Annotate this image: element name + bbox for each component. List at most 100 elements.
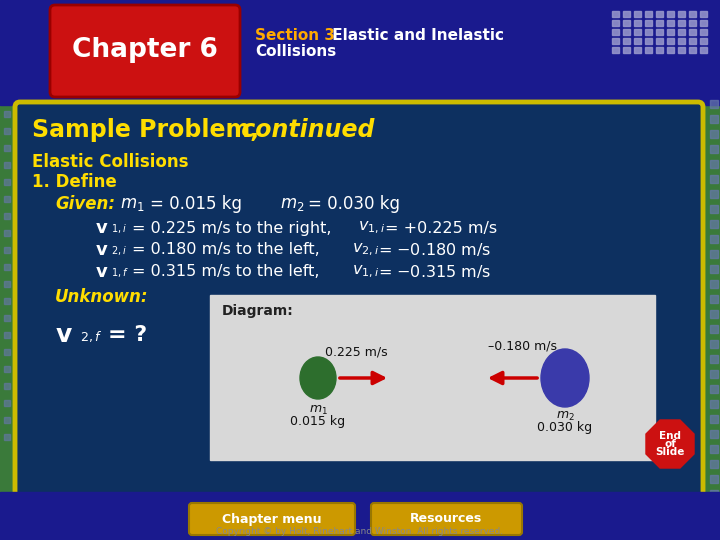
Text: Elastic and Inelastic: Elastic and Inelastic	[327, 28, 504, 43]
Text: = $-$0.315 m/s: = $-$0.315 m/s	[378, 264, 491, 280]
Bar	[645, 29, 652, 35]
Bar	[710, 115, 718, 123]
Bar	[4, 179, 10, 185]
Polygon shape	[646, 420, 694, 468]
Bar	[667, 47, 674, 53]
Text: = $-$0.180 m/s: = $-$0.180 m/s	[378, 241, 491, 259]
Bar	[700, 38, 707, 44]
Text: $m_1$: $m_1$	[120, 195, 145, 213]
Bar	[645, 11, 652, 17]
Bar	[710, 490, 718, 498]
Bar	[634, 47, 641, 53]
Bar	[645, 38, 652, 44]
Bar	[623, 47, 630, 53]
Bar	[700, 11, 707, 17]
Bar	[210, 295, 655, 460]
Bar	[4, 434, 10, 440]
Bar	[710, 250, 718, 258]
Text: Unknown:: Unknown:	[55, 288, 148, 306]
FancyBboxPatch shape	[189, 503, 355, 535]
Bar	[4, 400, 10, 406]
Bar	[4, 383, 10, 389]
Bar	[710, 385, 718, 393]
Text: Elastic Collisions: Elastic Collisions	[32, 153, 189, 171]
Text: Given:: Given:	[55, 195, 115, 213]
Text: = 0.225 m/s to the right,: = 0.225 m/s to the right,	[132, 220, 331, 235]
Bar	[4, 315, 10, 321]
Bar	[710, 205, 718, 213]
Bar	[4, 230, 10, 236]
Bar	[710, 190, 718, 198]
Bar	[710, 160, 718, 168]
Bar	[700, 47, 707, 53]
Text: 0.015 kg: 0.015 kg	[290, 415, 346, 429]
Bar	[710, 460, 718, 468]
Bar	[710, 130, 718, 138]
Text: 1. Define: 1. Define	[32, 173, 117, 191]
Bar	[689, 47, 696, 53]
Bar	[612, 47, 619, 53]
Bar	[656, 47, 663, 53]
Text: $_{2,i}$: $_{2,i}$	[111, 243, 127, 257]
Text: $\bf{v}$: $\bf{v}$	[55, 323, 73, 347]
Bar	[4, 281, 10, 287]
Bar	[4, 366, 10, 372]
Text: = +0.225 m/s: = +0.225 m/s	[385, 220, 497, 235]
Text: Copyright © by Holt, Rinehart and Winston. All rights reserved.: Copyright © by Holt, Rinehart and Winsto…	[217, 527, 503, 536]
Bar	[710, 235, 718, 243]
Text: $\bf{v}$: $\bf{v}$	[95, 219, 109, 237]
Bar	[645, 47, 652, 53]
Bar	[4, 162, 10, 168]
Bar	[689, 38, 696, 44]
Bar	[4, 213, 10, 219]
Bar	[0, 492, 720, 540]
Bar	[612, 20, 619, 26]
Bar	[656, 20, 663, 26]
Bar	[678, 20, 685, 26]
Bar	[710, 445, 718, 453]
Bar	[710, 415, 718, 423]
FancyBboxPatch shape	[15, 102, 703, 517]
Bar	[710, 325, 718, 333]
Bar	[710, 265, 718, 273]
Bar	[0, 0, 720, 105]
Bar	[4, 264, 10, 270]
Text: End: End	[659, 431, 681, 441]
Text: = 0.015 kg: = 0.015 kg	[150, 195, 242, 213]
FancyBboxPatch shape	[371, 503, 522, 535]
Bar	[710, 340, 718, 348]
Bar	[710, 220, 718, 228]
Text: $\bf{v}$: $\bf{v}$	[95, 263, 109, 281]
Bar	[4, 247, 10, 253]
Bar	[710, 100, 718, 108]
Text: Resources: Resources	[410, 512, 482, 525]
Text: of: of	[664, 439, 676, 449]
Bar	[645, 20, 652, 26]
Bar	[689, 20, 696, 26]
Bar	[4, 111, 10, 117]
Text: Slide: Slide	[655, 447, 685, 457]
Bar	[700, 29, 707, 35]
Ellipse shape	[300, 357, 336, 399]
Text: 0.225 m/s: 0.225 m/s	[325, 346, 387, 359]
Bar	[4, 417, 10, 423]
Text: Collisions: Collisions	[255, 44, 336, 59]
Bar	[710, 400, 718, 408]
Text: continued: continued	[233, 118, 374, 142]
Bar	[710, 505, 718, 513]
Bar	[612, 11, 619, 17]
Bar	[710, 175, 718, 183]
Bar	[4, 349, 10, 355]
Bar	[678, 47, 685, 53]
Bar	[678, 29, 685, 35]
Bar	[623, 20, 630, 26]
Text: Diagram:: Diagram:	[222, 304, 294, 318]
Ellipse shape	[541, 349, 589, 407]
Bar	[4, 145, 10, 151]
Bar	[623, 11, 630, 17]
Text: –0.180 m/s: –0.180 m/s	[488, 340, 557, 353]
Bar	[634, 20, 641, 26]
Text: Chapter menu: Chapter menu	[222, 512, 322, 525]
Bar	[667, 38, 674, 44]
Bar	[634, 38, 641, 44]
